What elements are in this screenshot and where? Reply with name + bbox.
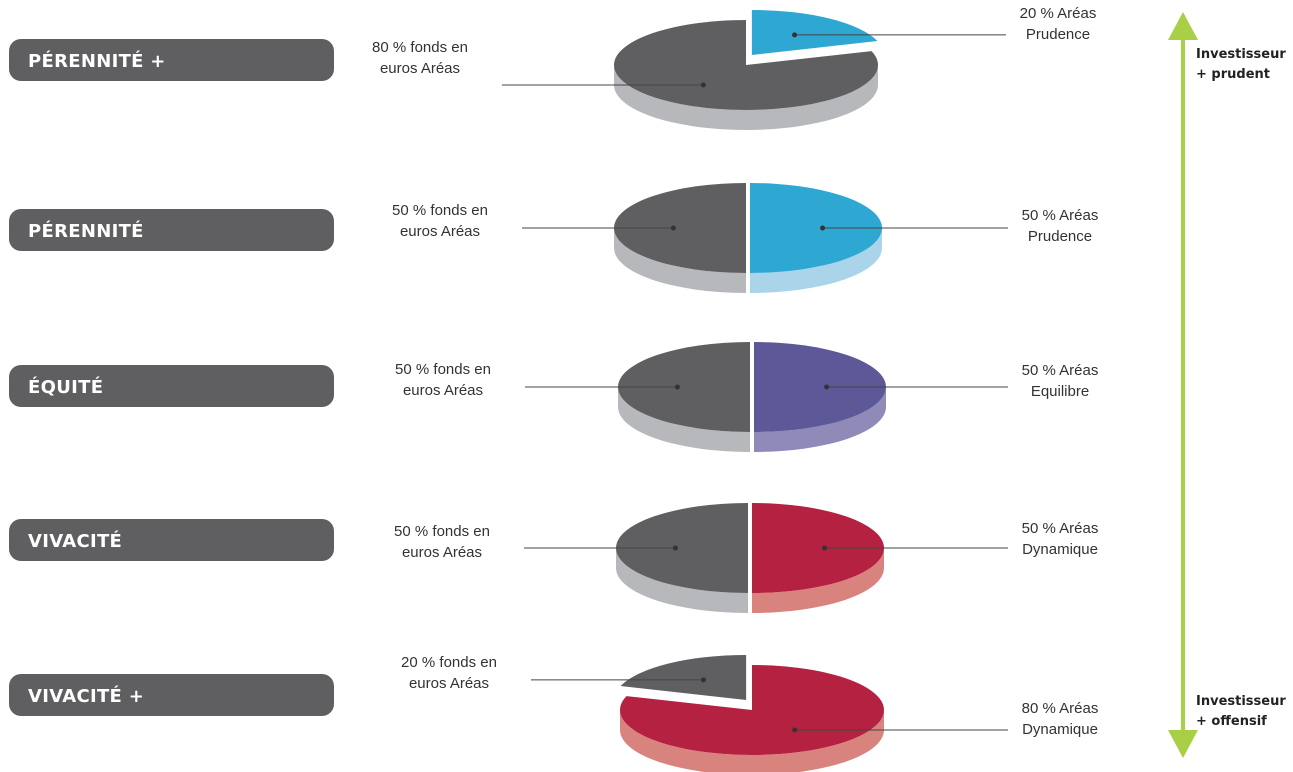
pie-slice-side <box>750 228 882 293</box>
slice-gap <box>748 501 752 615</box>
profile-row: PÉRENNITÉ 50 % fonds en euros Aréas 50 % Ar… <box>9 181 1098 295</box>
slice-label: 50 % fonds en euros Aréas <box>394 523 490 561</box>
pie-slice <box>750 183 882 273</box>
slice-label: 50 % fonds en euros Aréas <box>392 202 488 240</box>
profile-title: PÉRENNITÉ + <box>28 50 166 72</box>
pie-slice-side <box>616 548 748 613</box>
profile-rows: PÉRENNITÉ + 80 % fonds en euros Aréas 20 % … <box>9 5 1098 772</box>
slice-label: 20 % Aréas Prudence <box>1020 5 1097 43</box>
leader-dot <box>822 545 828 551</box>
slice-label: 80 % fonds en euros Aréas <box>372 39 468 77</box>
slice-label: 50 % Aréas Dynamique <box>1022 520 1099 558</box>
pie-slice-side <box>614 228 746 293</box>
profile-row: VIVACITÉ 50 % fonds en euros Aréas 50 % Aré… <box>9 501 1098 615</box>
slice-label: 50 % Aréas Equilibre <box>1022 362 1099 400</box>
pie-3d <box>616 501 884 615</box>
pie-3d <box>614 9 878 130</box>
pie-slice-side <box>618 387 750 452</box>
leader-dot <box>700 82 706 88</box>
pie-3d <box>619 654 884 772</box>
pie-slice-side <box>614 65 878 130</box>
profile-title: VIVACITÉ + <box>28 685 144 707</box>
slice-label: 50 % fonds en euros Aréas <box>395 361 491 399</box>
pie-3d <box>618 340 886 454</box>
pie-slice <box>619 665 884 755</box>
leader-dot <box>670 225 676 231</box>
pie-slice <box>614 20 878 111</box>
profile-title: PÉRENNITÉ <box>28 220 144 242</box>
risk-axis: Investisseur + prudent Investisseur + of… <box>1168 12 1290 758</box>
pie-slice <box>620 654 747 700</box>
axis-top-label: Investisseur + prudent <box>1196 47 1290 82</box>
leader-dot <box>792 727 798 733</box>
slice-label: 50 % Aréas Prudence <box>1022 207 1099 245</box>
arrow-up-icon <box>1168 12 1198 40</box>
profile-row: PÉRENNITÉ + 80 % fonds en euros Aréas 20 % … <box>9 5 1096 130</box>
pie-slice-side <box>752 548 884 613</box>
profile-title: ÉQUITÉ <box>28 376 103 398</box>
pie-slice-side <box>620 710 884 772</box>
leader-dot <box>824 384 830 390</box>
slice-label: 20 % fonds en euros Aréas <box>401 654 497 692</box>
pie-slice <box>616 503 748 593</box>
profile-pill <box>9 39 334 81</box>
slice-gap <box>746 181 750 295</box>
leader-dot <box>674 384 680 390</box>
slice-gap <box>750 340 754 454</box>
slice-label: 80 % Aréas Dynamique <box>1022 700 1099 738</box>
leader-dot <box>700 677 706 683</box>
profile-row: VIVACITÉ + 20 % fonds en euros Aréas 80 % A… <box>9 654 1098 772</box>
pie-slice <box>618 342 750 432</box>
pie-3d <box>614 181 882 295</box>
profile-pill <box>9 674 334 716</box>
profile-pill <box>9 519 334 561</box>
leader-dot <box>672 545 678 551</box>
arrow-down-icon <box>1168 730 1198 758</box>
leader-dot <box>792 32 798 38</box>
pie-slice <box>751 9 878 55</box>
pie-slice <box>752 503 884 593</box>
pie-slice <box>754 342 886 432</box>
pie-slice <box>614 183 746 273</box>
profile-row: ÉQUITÉ 50 % fonds en euros Aréas 50 % Aréas… <box>9 340 1098 454</box>
profile-pill <box>9 365 334 407</box>
axis-bottom-label: Investisseur + offensif <box>1196 694 1290 729</box>
profile-title: VIVACITÉ <box>28 530 122 552</box>
pie-slice-side <box>754 387 886 452</box>
profile-pill <box>9 209 334 251</box>
leader-dot <box>820 225 826 231</box>
